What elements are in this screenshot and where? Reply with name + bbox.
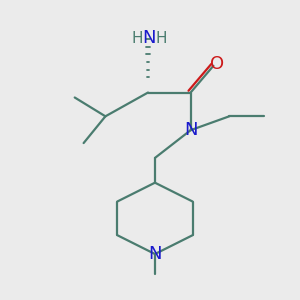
Text: O: O: [210, 55, 224, 73]
Text: N: N: [142, 29, 156, 47]
Text: H: H: [155, 31, 166, 46]
Text: N: N: [184, 121, 197, 139]
Text: N: N: [148, 245, 162, 263]
Text: H: H: [131, 31, 143, 46]
